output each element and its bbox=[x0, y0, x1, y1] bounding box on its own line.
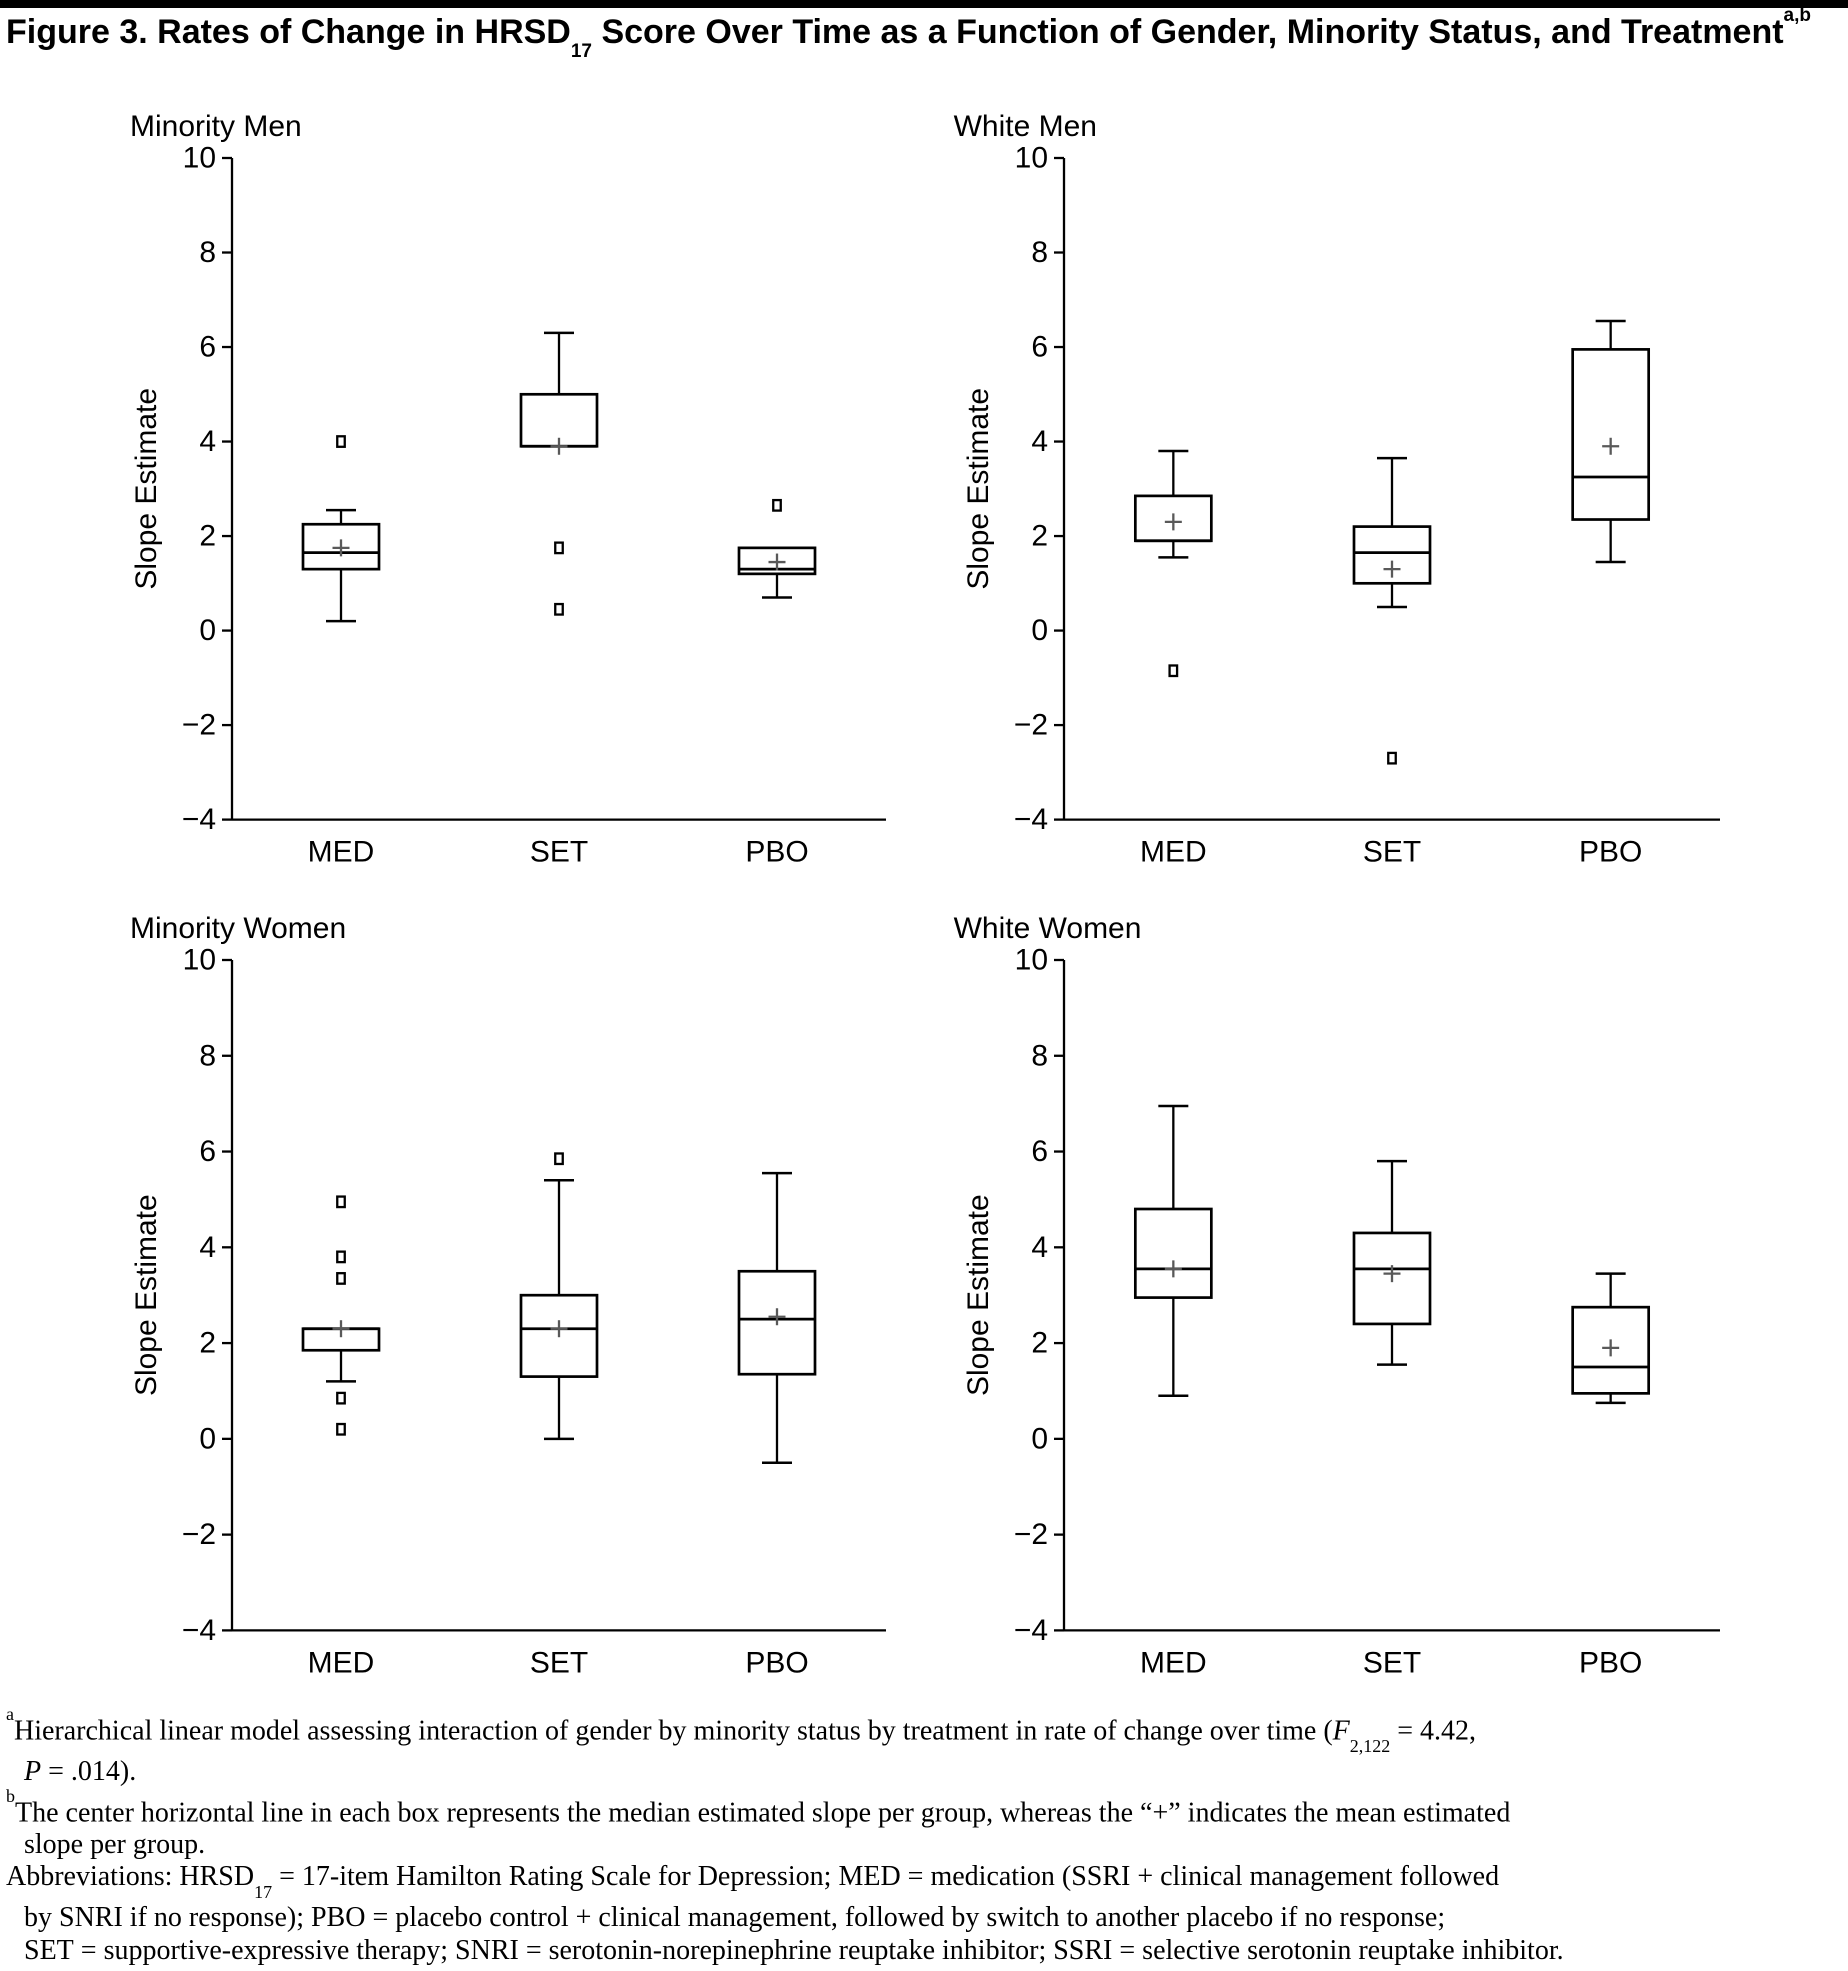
svg-text:0: 0 bbox=[199, 614, 216, 647]
svg-text:−2: −2 bbox=[182, 708, 216, 741]
svg-text:4: 4 bbox=[1031, 425, 1048, 458]
svg-text:SET: SET bbox=[1362, 835, 1420, 868]
svg-text:MED: MED bbox=[1140, 835, 1207, 868]
svg-text:−4: −4 bbox=[182, 803, 216, 836]
svg-text:0: 0 bbox=[1031, 614, 1048, 647]
svg-text:6: 6 bbox=[199, 330, 216, 363]
svg-text:10: 10 bbox=[183, 943, 216, 976]
svg-text:8: 8 bbox=[199, 1039, 216, 1072]
svg-text:Slope Estimate: Slope Estimate bbox=[962, 388, 995, 590]
svg-text:−2: −2 bbox=[1013, 708, 1047, 741]
svg-text:PBO: PBO bbox=[1579, 835, 1642, 868]
svg-text:PBO: PBO bbox=[745, 1646, 808, 1679]
svg-text:SET: SET bbox=[530, 835, 588, 868]
svg-text:Slope Estimate: Slope Estimate bbox=[130, 1194, 163, 1396]
svg-text:SET: SET bbox=[530, 1646, 588, 1679]
svg-text:Slope Estimate: Slope Estimate bbox=[130, 388, 163, 590]
svg-text:−2: −2 bbox=[1013, 1518, 1047, 1551]
svg-text:8: 8 bbox=[1031, 1039, 1048, 1072]
svg-text:4: 4 bbox=[199, 1231, 216, 1264]
svg-text:2: 2 bbox=[199, 1327, 216, 1360]
svg-text:2: 2 bbox=[1031, 1327, 1048, 1360]
svg-text:6: 6 bbox=[1031, 1135, 1048, 1168]
svg-text:MED: MED bbox=[1140, 1646, 1207, 1679]
svg-text:8: 8 bbox=[199, 236, 216, 269]
svg-text:6: 6 bbox=[1031, 330, 1048, 363]
svg-text:PBO: PBO bbox=[1579, 1646, 1642, 1679]
svg-text:−4: −4 bbox=[1013, 803, 1047, 836]
svg-text:6: 6 bbox=[199, 1135, 216, 1168]
svg-text:SET: SET bbox=[1362, 1646, 1420, 1679]
svg-text:8: 8 bbox=[1031, 236, 1048, 269]
svg-text:PBO: PBO bbox=[745, 835, 808, 868]
svg-text:−4: −4 bbox=[1013, 1614, 1047, 1647]
svg-text:10: 10 bbox=[1014, 943, 1047, 976]
svg-text:Slope Estimate: Slope Estimate bbox=[962, 1194, 995, 1396]
svg-text:10: 10 bbox=[1014, 141, 1047, 174]
svg-text:−4: −4 bbox=[182, 1614, 216, 1647]
svg-text:4: 4 bbox=[199, 425, 216, 458]
svg-text:2: 2 bbox=[199, 519, 216, 552]
svg-text:MED: MED bbox=[308, 835, 375, 868]
svg-text:−2: −2 bbox=[182, 1518, 216, 1551]
svg-text:0: 0 bbox=[1031, 1422, 1048, 1455]
svg-text:2: 2 bbox=[1031, 519, 1048, 552]
svg-text:10: 10 bbox=[183, 141, 216, 174]
svg-text:0: 0 bbox=[199, 1422, 216, 1455]
svg-text:4: 4 bbox=[1031, 1231, 1048, 1264]
svg-text:MED: MED bbox=[308, 1646, 375, 1679]
